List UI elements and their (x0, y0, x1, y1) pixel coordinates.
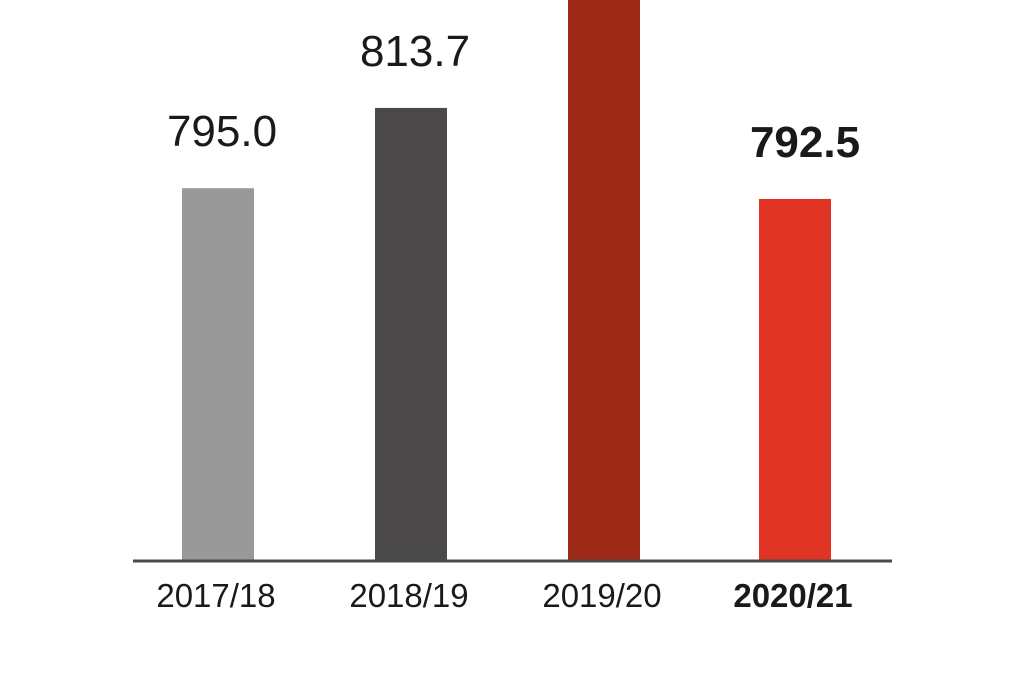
value-label-2020-21: 792.5 (750, 118, 860, 167)
x-tick-label-2020-21: 2020/21 (733, 577, 852, 614)
x-tick-label-2017-18: 2017/18 (156, 577, 275, 614)
bar-2017-18 (182, 188, 254, 561)
value-label-2017-18: 795.0 (167, 107, 277, 156)
bars-group (182, 0, 831, 562)
bar-2018-19 (375, 107, 447, 562)
bar-2020-21 (759, 198, 831, 561)
value-label-2018-19: 813.7 (360, 27, 470, 76)
x-tick-label-2019-20: 2019/20 (542, 577, 661, 614)
x-tick-label-2018-19: 2018/19 (349, 577, 468, 614)
x-tick-labels-group: 2017/18 2018/19 2019/20 2020/21 (156, 577, 852, 614)
bar-2019-20 (568, 0, 640, 562)
